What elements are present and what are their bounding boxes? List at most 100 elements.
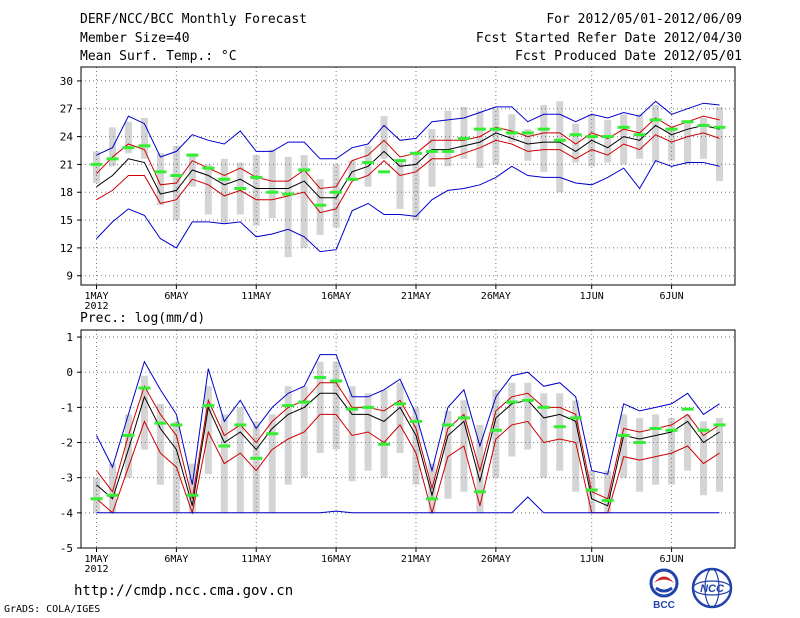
series-ensemble-max: [96, 160, 720, 253]
ensemble-spread-box: [380, 116, 388, 159]
ensemble-spread-box: [428, 129, 436, 187]
ensemble-spread-box: [156, 403, 164, 485]
y-tick-label: 18: [60, 186, 73, 199]
ensemble-spread-box: [252, 421, 260, 513]
observed-marker: [633, 133, 646, 137]
observed-marker: [330, 190, 343, 194]
x-tick-year-label: 2012: [84, 564, 108, 575]
bcc-logo-text: BCC: [653, 600, 675, 610]
observed-marker: [106, 493, 119, 497]
ensemble-spread-box: [620, 114, 628, 165]
observed-marker: [537, 127, 550, 131]
observed-marker: [713, 423, 726, 427]
y-tick-label: 21: [60, 158, 73, 171]
ensemble-spread-box: [380, 389, 388, 478]
ensemble-spread-box: [716, 106, 723, 182]
source-url[interactable]: http://cmdp.ncc.cma.gov.cn: [74, 583, 294, 599]
ensemble-spread-box: [268, 414, 276, 513]
observed-marker: [665, 428, 678, 432]
ensemble-spread-box: [268, 149, 276, 219]
series-ensemble-max: [96, 354, 720, 485]
observed-marker: [106, 157, 119, 161]
observed-marker: [346, 407, 359, 411]
observed-marker: [122, 146, 135, 150]
x-tick-label: 11MAY: [241, 554, 271, 565]
ensemble-spread-box: [252, 155, 260, 226]
observed-marker: [90, 162, 103, 166]
ensemble-spread-box: [652, 414, 660, 485]
observed-marker: [649, 118, 662, 122]
x-tick-label: 6JUN: [660, 554, 684, 565]
series-ensemble-mean: [96, 392, 720, 507]
x-tick-label: 26MAY: [481, 291, 511, 302]
ensemble-spread-box: [540, 393, 548, 478]
ensemble-spread-box: [716, 417, 723, 492]
observed-marker: [713, 125, 726, 129]
y-tick-label: 9: [66, 270, 73, 283]
ensemble-spread-box: [284, 156, 292, 258]
ensemble-spread-box: [284, 386, 292, 485]
ensemble-spread-box: [524, 129, 532, 161]
observed-marker: [122, 433, 135, 437]
x-tick-label: 11MAY: [241, 291, 271, 302]
observed-marker: [441, 149, 454, 153]
observed-marker: [569, 416, 582, 420]
series-ensemble-min: [96, 100, 720, 160]
x-tick-label: 1MAY: [84, 554, 108, 565]
ensemble-spread-box: [300, 155, 308, 248]
ensemble-spread-box: [124, 121, 132, 154]
y-tick-label: 12: [60, 242, 73, 255]
observed-marker: [425, 497, 438, 501]
observed-marker: [362, 161, 375, 165]
ensemble-spread-box: [668, 417, 676, 485]
observed-marker: [202, 166, 215, 170]
observed-marker: [330, 379, 343, 383]
y-tick-label: -3: [60, 472, 73, 485]
forecast-period: For 2012/05/01-2012/06/09: [546, 12, 742, 27]
ensemble-spread-box: [492, 108, 500, 165]
ensemble-spread-box: [684, 121, 692, 165]
x-tick-label: 6MAY: [164, 554, 188, 565]
observed-marker: [665, 127, 678, 131]
ensemble-spread-box: [188, 463, 196, 513]
observed-marker: [441, 423, 454, 427]
ensemble-spread-box: [348, 160, 356, 178]
observed-marker: [170, 174, 183, 178]
ensemble-spread-box: [396, 382, 404, 454]
observed-marker: [617, 125, 630, 129]
observed-marker: [314, 203, 327, 207]
y-tick-label: 15: [60, 214, 73, 227]
observed-marker: [553, 425, 566, 429]
ensemble-spread-box: [332, 361, 340, 450]
observed-marker: [617, 433, 630, 437]
observed-marker: [218, 444, 231, 448]
observed-marker: [521, 131, 534, 135]
observed-marker: [697, 428, 710, 432]
observed-marker: [250, 175, 263, 179]
ensemble-spread-box: [140, 375, 148, 450]
x-tick-label: 1MAY: [84, 291, 108, 302]
observed-marker: [314, 375, 327, 379]
observed-marker: [170, 423, 183, 427]
variable-label: Mean Surf. Temp.: °C: [80, 49, 237, 64]
y-tick-label: 0: [66, 366, 73, 379]
y-tick-label: 30: [60, 75, 73, 88]
ensemble-spread-box: [204, 386, 212, 475]
observed-marker: [569, 133, 582, 137]
series--1-std: [96, 132, 720, 214]
ensemble-spread-box: [604, 470, 612, 513]
ensemble-spread-box: [700, 118, 708, 159]
series-ensemble-min: [96, 496, 720, 514]
x-tick-label: 6MAY: [164, 291, 188, 302]
series--1-std: [96, 413, 720, 515]
observed-marker: [585, 135, 598, 139]
x-tick-year-label: 2012: [84, 301, 108, 312]
observed-marker: [697, 123, 710, 127]
x-tick-label: 16MAY: [321, 554, 351, 565]
observed-marker: [250, 456, 263, 460]
ensemble-spread-box: [93, 477, 100, 513]
observed-marker: [362, 405, 375, 409]
ensemble-spread-box: [620, 414, 628, 478]
series--1-std: [96, 382, 720, 500]
